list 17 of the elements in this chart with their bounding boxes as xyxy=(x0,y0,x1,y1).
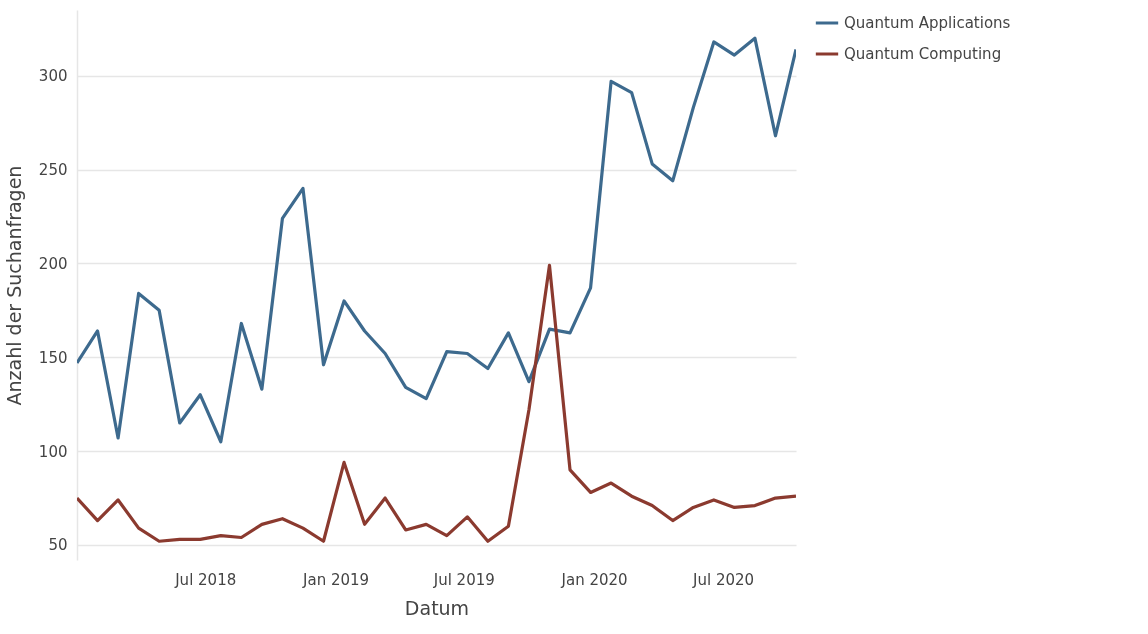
line-series xyxy=(77,263,796,543)
x-axis-title: Datum xyxy=(404,596,470,619)
x-tick-label: Jan 2019 xyxy=(302,570,370,589)
y-tick-label: 200 xyxy=(38,254,68,273)
line-series xyxy=(77,36,796,444)
y-tick-label: 300 xyxy=(38,67,68,86)
y-tick-label: 50 xyxy=(48,536,68,555)
y-tick-label: 100 xyxy=(38,442,68,461)
y-axis-title: Anzahl der Suchanfragen xyxy=(2,165,25,406)
legend-label: Quantum Computing xyxy=(844,45,1002,63)
y-tick-label: 150 xyxy=(38,348,68,367)
x-tick-label: Jul 2020 xyxy=(692,570,755,589)
legend-label: Quantum Applications xyxy=(844,14,1011,32)
y-tick-label: 250 xyxy=(38,161,68,180)
x-tick-label: Jul 2019 xyxy=(432,570,495,589)
x-tick-label: Jan 2020 xyxy=(560,570,628,589)
x-tick-label: Jul 2018 xyxy=(174,570,237,589)
